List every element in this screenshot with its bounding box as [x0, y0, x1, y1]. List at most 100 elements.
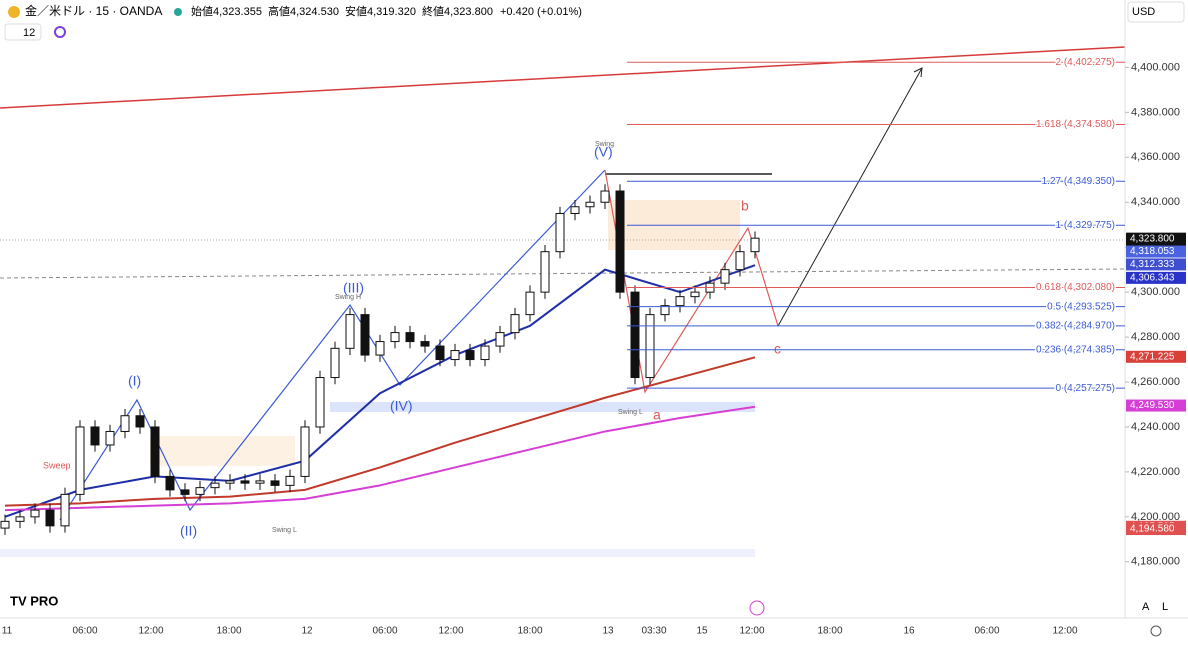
wave-label: a	[653, 407, 661, 423]
candle-body	[195, 487, 205, 495]
candle-body	[450, 350, 460, 361]
y-tick-label: 4,300.000	[1131, 286, 1180, 298]
wave-label: c	[774, 341, 781, 357]
candle-body	[600, 190, 610, 203]
settings-icon[interactable]	[1150, 625, 1162, 637]
candle-body	[105, 430, 115, 446]
x-tick-label: 06:00	[72, 626, 97, 637]
candle-body	[390, 332, 400, 343]
y-tick-label: 4,240.000	[1131, 421, 1180, 433]
candle-body	[420, 341, 430, 347]
ma-line	[4, 356, 756, 507]
wave-label: (V)	[594, 144, 613, 160]
y-tick-label: 4,380.000	[1131, 106, 1180, 118]
candle-body	[495, 332, 505, 347]
label: 高値	[268, 4, 290, 18]
x-tick-label: 12:00	[1052, 626, 1077, 637]
swing-label: Swing L	[272, 527, 297, 534]
y-tick-label: 4,180.000	[1131, 556, 1180, 568]
currency-button[interactable]	[1127, 1, 1185, 23]
candle-body	[630, 291, 640, 379]
candle-body	[480, 345, 490, 361]
candle-body	[570, 206, 580, 214]
y-tick-label: 4,400.000	[1131, 61, 1180, 73]
candle-body	[345, 314, 355, 349]
price-label-bg	[1126, 245, 1186, 258]
swing-label: Swing L	[618, 409, 643, 416]
status-dot	[174, 8, 182, 16]
label: 始値	[191, 4, 213, 18]
interval-button[interactable]	[4, 23, 42, 41]
label: 安値	[345, 4, 367, 18]
candle-body	[45, 509, 55, 527]
ma-line	[4, 405, 756, 512]
arrow-head	[913, 67, 923, 78]
price-label: 4,271.225	[1130, 351, 1175, 362]
indicator-icon[interactable]	[54, 26, 66, 38]
x-tick-label: 12	[301, 626, 313, 637]
symbol-icon	[8, 6, 20, 18]
price-label: 4,312.333	[1130, 259, 1175, 270]
value: 4,319.320	[367, 6, 416, 18]
x-tick-label: 18:00	[817, 626, 842, 637]
zone	[0, 549, 755, 557]
event-icon[interactable]	[749, 600, 765, 616]
value: 4,323.355	[213, 6, 262, 18]
currency[interactable]: USD	[1132, 6, 1155, 18]
candle-body	[675, 296, 685, 307]
price-label: 4,306.343	[1130, 273, 1175, 284]
log-button[interactable]: L	[1162, 601, 1168, 613]
candle-body	[75, 426, 85, 495]
candle-body	[300, 426, 310, 477]
ma-line	[4, 264, 756, 518]
wave-line	[604, 169, 779, 394]
candle-body	[255, 480, 265, 484]
wave-label: b	[741, 198, 749, 214]
y-tick-label: 4,260.000	[1131, 376, 1180, 388]
candle-body	[510, 314, 520, 334]
swing-label: Swing	[595, 141, 614, 148]
candle-body	[660, 305, 670, 316]
price-label-bg	[1126, 523, 1186, 536]
candle-body	[525, 291, 535, 316]
auto-button[interactable]: A	[1142, 601, 1150, 613]
y-tick-label: 4,360.000	[1131, 151, 1180, 163]
interval[interactable]: 12	[23, 27, 35, 39]
candle-body	[615, 190, 625, 293]
wave-label: (III)	[343, 280, 364, 296]
x-tick-label: 11	[2, 626, 13, 637]
fib-label: 0.382 (4,284.970)	[1036, 321, 1115, 332]
y-tick-label: 4,220.000	[1131, 466, 1180, 478]
x-tick-label: 06:00	[372, 626, 397, 637]
swing-label: Swing H	[335, 294, 361, 301]
logo: TV PRO	[10, 593, 58, 608]
candle-body	[690, 291, 700, 298]
x-tick-label: 18:00	[216, 626, 241, 637]
fib-label: 2 (4,402.275)	[1056, 57, 1116, 68]
wave-label: (I)	[128, 373, 141, 389]
candle-body	[540, 251, 550, 293]
fib-label: 1.618 (4,374.580)	[1036, 119, 1115, 130]
candle-body	[465, 350, 475, 361]
y-tick-label: 4,200.000	[1131, 511, 1180, 523]
price-label: 4,249.530	[1130, 400, 1175, 411]
candle-body	[30, 509, 40, 518]
label: 終値	[422, 4, 444, 18]
candle-body	[285, 475, 295, 486]
fib-label: 0.236 (4,274.385)	[1036, 344, 1115, 355]
fib-label: 0 (4,257.275)	[1056, 383, 1116, 394]
wave-label: (IV)	[390, 398, 413, 414]
candle-body	[435, 345, 445, 361]
value: 4,324.530	[290, 6, 339, 18]
change: +0.420 (+0.01%)	[500, 6, 582, 18]
x-tick-label: 12:00	[739, 626, 764, 637]
candle-body	[180, 489, 190, 495]
candle-body	[225, 480, 235, 484]
x-tick-label: 16	[903, 626, 915, 637]
wave-label: (II)	[180, 523, 197, 539]
candle-body	[90, 426, 100, 446]
price-label-bg	[1126, 399, 1186, 412]
price-label: 4,194.580	[1130, 524, 1175, 535]
candle-body	[270, 480, 280, 486]
x-tick-label: 18:00	[517, 626, 542, 637]
